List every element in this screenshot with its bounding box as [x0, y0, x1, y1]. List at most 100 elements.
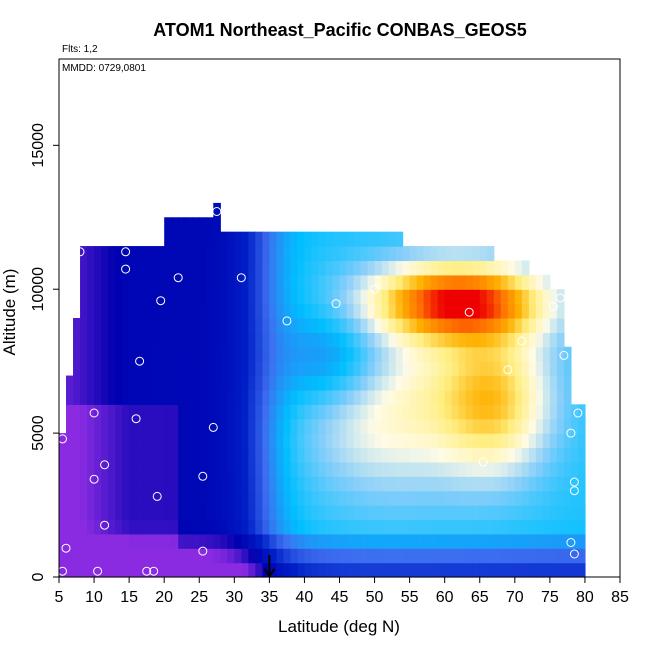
heatmap-cell: [276, 318, 284, 333]
heatmap-cell: [192, 461, 200, 477]
heatmap-cell: [185, 533, 193, 549]
heatmap-cell: [290, 389, 299, 405]
heatmap-cell: [269, 260, 277, 276]
heatmap-cell: [318, 375, 327, 391]
heatmap-cell: [94, 490, 102, 506]
heatmap-cell: [402, 519, 411, 535]
heatmap-cell: [248, 260, 256, 276]
heatmap-cell: [66, 562, 74, 578]
heatmap-cell: [227, 418, 235, 434]
heatmap-cell: [157, 519, 165, 535]
heatmap-cell: [269, 519, 277, 535]
heatmap-cell: [374, 346, 383, 362]
heatmap-cell: [416, 303, 425, 319]
heatmap-cell: [157, 318, 165, 333]
heatmap-cell: [535, 476, 544, 492]
heatmap-cell: [283, 231, 292, 247]
heatmap-cell: [94, 461, 102, 477]
heatmap-cell: [164, 548, 172, 564]
heatmap-cell: [185, 389, 193, 405]
heatmap-cell: [353, 375, 362, 391]
heatmap-cell: [430, 274, 439, 290]
heatmap-cell: [248, 562, 256, 578]
heatmap-cell: [185, 505, 193, 521]
heatmap-cell: [360, 490, 369, 506]
heatmap-cell: [367, 461, 376, 477]
heatmap-cell: [304, 346, 313, 362]
heatmap-cell: [367, 533, 376, 549]
heatmap-cell: [108, 490, 116, 506]
heatmap-cell: [234, 346, 242, 362]
heatmap-cell: [507, 476, 516, 492]
heatmap-cell: [199, 505, 207, 521]
heatmap-cell: [143, 346, 151, 362]
heatmap-cell: [346, 332, 355, 348]
heatmap-cell: [87, 274, 95, 290]
heatmap-cell: [374, 289, 383, 305]
heatmap-cell: [388, 260, 397, 276]
heatmap-cell: [430, 490, 439, 506]
heatmap-cell: [66, 505, 74, 521]
heatmap-cell: [59, 433, 67, 449]
heatmap-cell: [416, 274, 425, 290]
heatmap-cell: [507, 404, 516, 420]
heatmap-cell: [402, 447, 411, 463]
heatmap-cell: [500, 490, 509, 506]
heatmap-cell: [87, 332, 95, 348]
heatmap-cell: [94, 361, 102, 377]
heatmap-cell: [171, 519, 179, 535]
heatmap-cell: [388, 447, 397, 463]
heatmap-cell: [346, 519, 355, 535]
heatmap-cell: [248, 361, 256, 377]
heatmap-cell: [486, 562, 495, 578]
heatmap-cell: [80, 447, 88, 463]
heatmap-cell: [479, 246, 488, 262]
heatmap-cell: [514, 346, 523, 362]
heatmap-cell: [276, 375, 284, 391]
heatmap-cell: [290, 346, 299, 362]
heatmap-cell: [500, 461, 509, 477]
heatmap-cell: [73, 389, 81, 405]
heatmap-cell: [395, 318, 404, 333]
heatmap-cell: [290, 375, 299, 391]
heatmap-cell: [570, 519, 579, 535]
heatmap-cell: [346, 289, 355, 305]
heatmap-cell: [381, 231, 390, 247]
heatmap-cell: [150, 289, 158, 305]
heatmap-cell: [507, 418, 516, 434]
heatmap-cell: [304, 533, 313, 549]
heatmap-cell: [528, 433, 537, 449]
heatmap-cell: [129, 332, 137, 348]
heatmap-cell: [395, 476, 404, 492]
x-tick-label: 60: [436, 589, 454, 606]
heatmap-cell: [87, 260, 95, 276]
heatmap-cell: [262, 389, 270, 405]
heatmap-cell: [241, 418, 249, 434]
heatmap-cell: [101, 562, 109, 578]
heatmap-cell: [178, 505, 186, 521]
heatmap-cell: [199, 519, 207, 535]
heatmap-cell: [493, 289, 502, 305]
heatmap-cell: [507, 519, 516, 535]
heatmap-cell: [283, 303, 292, 319]
heatmap-cell: [402, 303, 411, 319]
heatmap-cell: [143, 404, 151, 420]
heatmap-cell: [514, 303, 523, 319]
heatmap-cell: [164, 346, 172, 362]
heatmap-cell: [66, 404, 74, 420]
heatmap-cell: [185, 361, 193, 377]
heatmap-cell: [577, 447, 586, 463]
heatmap-cell: [409, 519, 418, 535]
heatmap-cell: [535, 375, 544, 391]
heatmap-cell: [423, 332, 432, 348]
heatmap-cell: [269, 375, 277, 391]
heatmap-cell: [192, 318, 200, 333]
heatmap-cell: [346, 490, 355, 506]
heatmap-cell: [129, 404, 137, 420]
heatmap-cell: [472, 404, 481, 420]
heatmap-cell: [360, 260, 369, 276]
heatmap-cell: [374, 505, 383, 521]
heatmap-cell: [521, 476, 530, 492]
heatmap-cell: [325, 519, 334, 535]
heatmap-cell: [255, 404, 263, 420]
